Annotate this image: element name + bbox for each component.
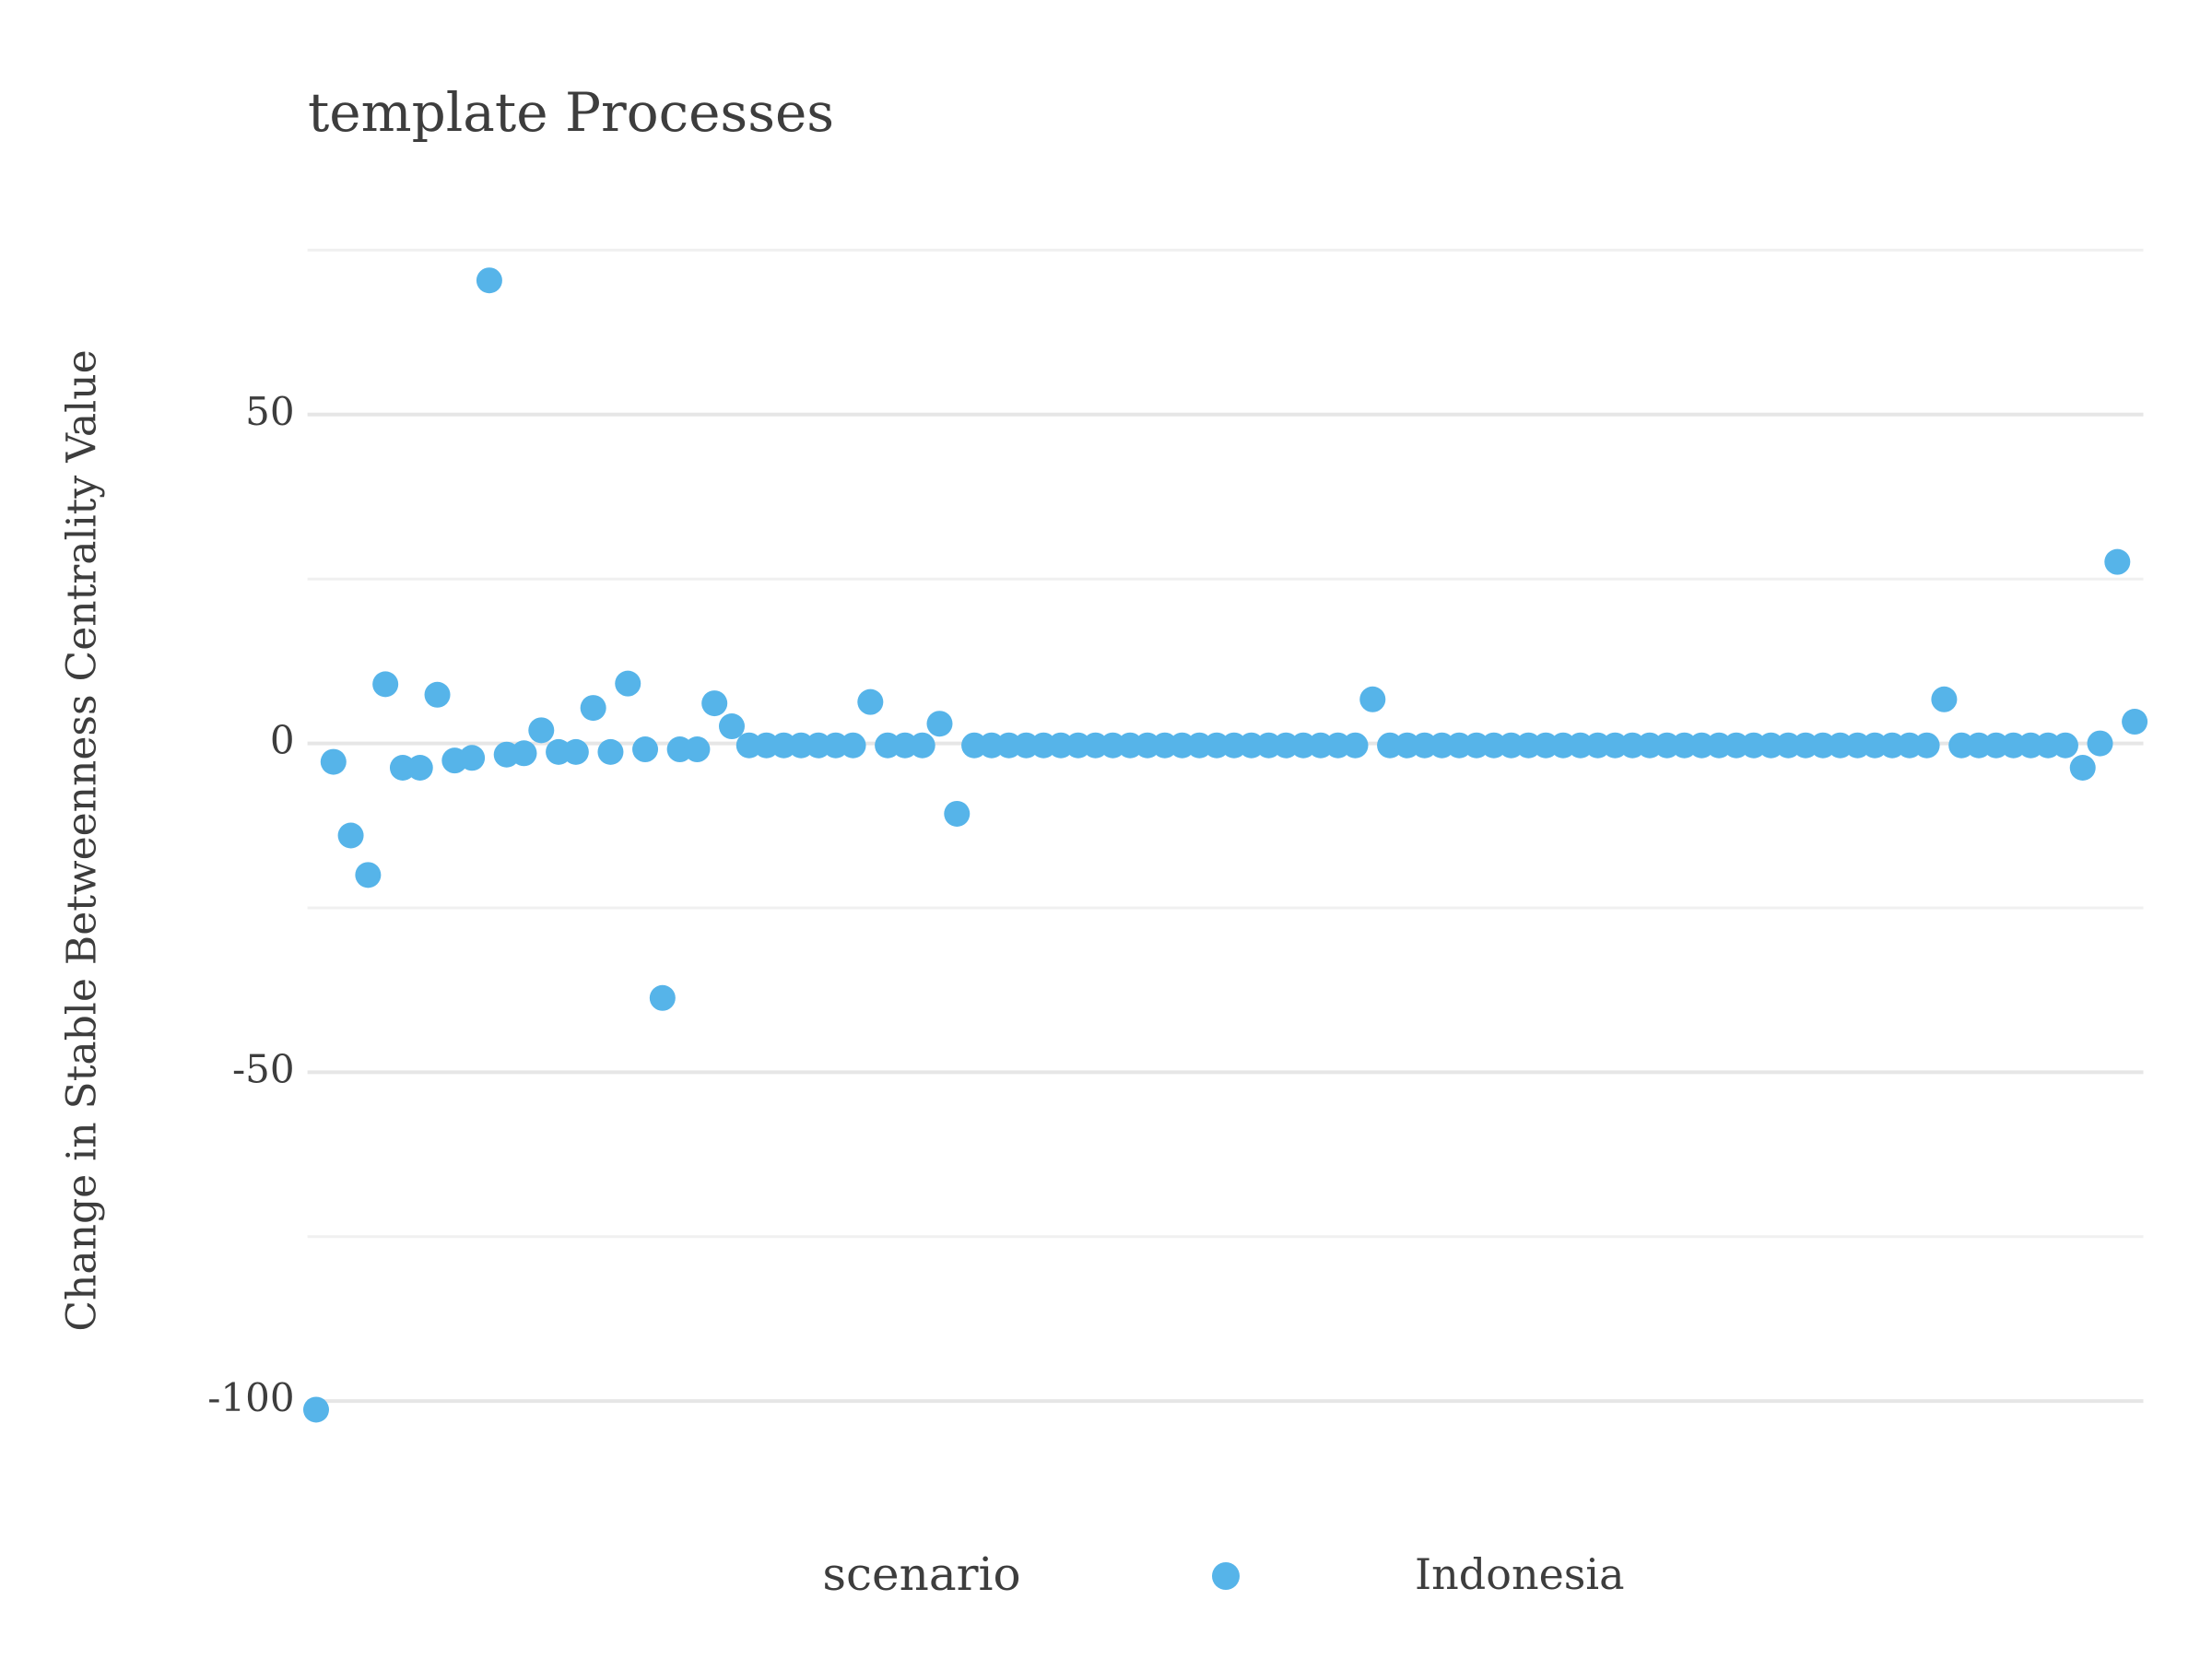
point: [926, 711, 953, 737]
point: [649, 984, 676, 1011]
point: [1931, 686, 1958, 712]
point: [302, 1396, 329, 1423]
point: [684, 736, 711, 763]
y-tick-label: -50: [232, 1046, 295, 1091]
point: [944, 800, 971, 827]
point: [2122, 709, 2148, 735]
point: [2052, 732, 2078, 759]
y-tick-label: -100: [207, 1375, 294, 1420]
point: [2087, 730, 2113, 757]
y-axis-label: Change in Stable Betweenness Centrality …: [59, 349, 106, 1331]
point: [632, 736, 659, 763]
point: [424, 681, 451, 708]
point: [355, 862, 382, 888]
point: [1359, 686, 1386, 712]
point: [857, 688, 884, 715]
point: [718, 713, 745, 740]
y-tick-label: 50: [245, 389, 294, 434]
legend-title: scenario: [822, 1547, 1020, 1601]
chart-title: template Processes: [308, 81, 834, 144]
point: [476, 267, 502, 294]
point: [511, 740, 537, 767]
legend-label: Indonesia: [1415, 1549, 1625, 1599]
point: [337, 822, 364, 849]
point: [562, 738, 589, 765]
point: [459, 745, 486, 771]
point: [406, 755, 433, 782]
point: [597, 738, 624, 765]
point: [2104, 548, 2131, 575]
point: [528, 717, 555, 744]
point: [615, 670, 641, 697]
point: [909, 732, 935, 759]
point: [701, 690, 728, 717]
point: [580, 695, 606, 722]
y-tick-label: 0: [270, 718, 295, 763]
legend-swatch: [1212, 1562, 1240, 1590]
point: [1913, 732, 1940, 759]
point: [1342, 732, 1369, 759]
point: [840, 732, 866, 759]
point: [2069, 755, 2096, 782]
point: [320, 748, 347, 775]
point: [372, 671, 399, 698]
